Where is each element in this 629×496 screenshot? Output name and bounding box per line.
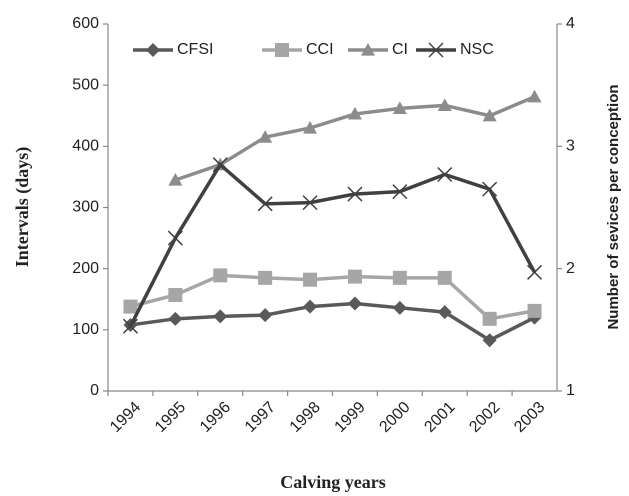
y-tick-label: 300: [72, 199, 99, 216]
marker: [482, 333, 497, 348]
marker: [437, 98, 452, 111]
y-tick-label: 500: [72, 76, 99, 93]
x-tick-label: 1996: [197, 399, 234, 436]
y-tick-label: 600: [72, 15, 99, 32]
series-line: [130, 273, 535, 321]
marker: [347, 269, 362, 284]
y-tick-label: 200: [72, 260, 99, 277]
marker: [347, 186, 363, 202]
marker: [213, 309, 228, 324]
marker: [168, 311, 183, 326]
marker: [303, 299, 318, 314]
y-tick-label: 400: [72, 138, 99, 155]
marker: [392, 101, 407, 115]
marker: [428, 42, 444, 58]
x-tick-label: 2002: [466, 399, 503, 436]
y2-tick-label: 3: [566, 138, 575, 155]
marker: [168, 172, 183, 186]
x-tick-label: 1997: [242, 399, 279, 436]
marker: [437, 166, 453, 183]
marker: [392, 184, 408, 200]
marker: [122, 318, 138, 334]
marker: [302, 195, 318, 211]
x-tick-label: 2003: [511, 399, 548, 436]
x-tick-label: 1994: [107, 399, 144, 436]
marker: [257, 196, 273, 212]
marker: [527, 89, 542, 103]
marker: [303, 120, 318, 134]
marker: [482, 181, 498, 197]
series-line: [130, 301, 536, 343]
marker: [258, 308, 273, 323]
marker: [392, 270, 407, 285]
legend-label: CFSI: [177, 41, 213, 58]
x-tick-label: 2001: [421, 399, 458, 436]
legend-label: CCI: [306, 41, 334, 58]
y2-tick-label: 4: [566, 15, 575, 32]
y2-axis-title: Number of sevices per conception: [605, 84, 622, 329]
legend-label: CI: [392, 41, 408, 58]
y-axis-title: Intervals (days): [12, 147, 33, 268]
marker: [437, 270, 452, 285]
marker: [213, 268, 228, 283]
marker: [527, 264, 543, 280]
marker: [146, 43, 160, 57]
marker: [361, 43, 375, 56]
marker: [212, 157, 228, 173]
y2-tick-label: 1: [566, 382, 575, 399]
x-tick-label: 1995: [152, 399, 189, 436]
marker: [527, 303, 542, 318]
marker: [258, 270, 273, 285]
marker: [482, 108, 497, 122]
x-tick-label: 1998: [287, 399, 324, 436]
marker: [347, 296, 362, 311]
marker: [347, 106, 362, 120]
marker: [392, 300, 407, 315]
x-tick-label: 2000: [376, 399, 413, 436]
marker: [437, 305, 452, 320]
y-tick-label: 0: [90, 382, 99, 399]
marker: [168, 287, 183, 302]
marker: [275, 43, 289, 57]
marker: [482, 311, 497, 326]
marker: [167, 230, 183, 246]
y2-tick-label: 2: [566, 260, 575, 277]
x-tick-label: 1999: [332, 399, 369, 436]
series-line: [128, 162, 537, 327]
marker: [123, 299, 138, 314]
x-axis-title: Calving years: [280, 472, 386, 492]
marker: [258, 130, 273, 143]
y-tick-label: 100: [72, 321, 99, 338]
legend-label: NSC: [460, 41, 494, 58]
marker: [303, 272, 318, 287]
